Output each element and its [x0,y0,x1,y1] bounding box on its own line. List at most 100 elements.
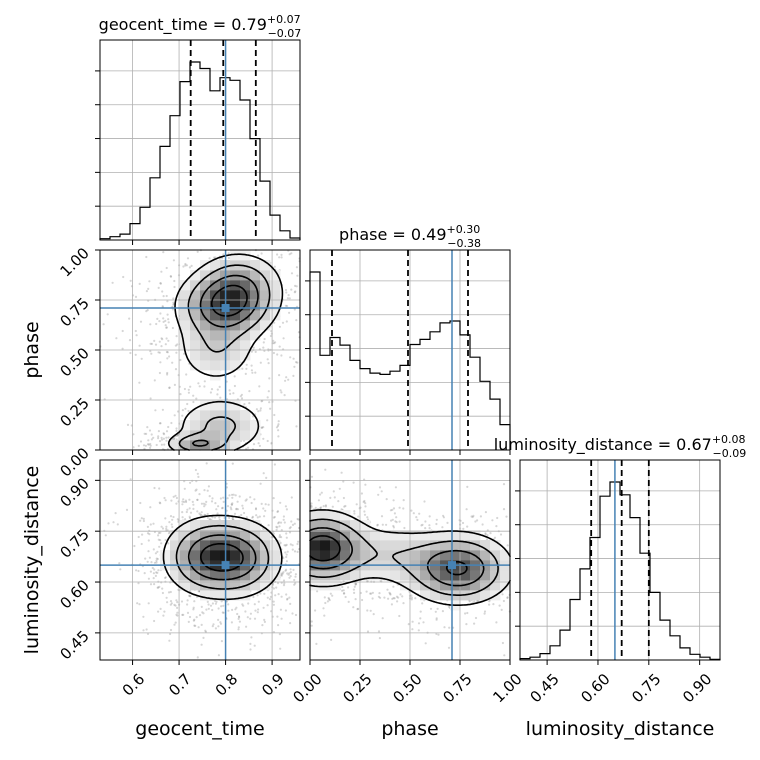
panel-geocent_time-vs-luminosity_distance-sample-point [181,503,184,506]
panel-phase-vs-luminosity_distance-sample-point [415,516,418,519]
panel-geocent_time-vs-luminosity_distance-sample-point [247,602,250,605]
panel-geocent_time-vs-luminosity_distance-sample-point [285,532,288,535]
panel-phase-vs-luminosity_distance-sample-point [389,509,392,512]
panel-geocent_time-vs-luminosity_distance-sample-point [161,527,165,530]
panel-geocent_time-vs-luminosity_distance-sample-point [288,572,291,575]
panel-phase-vs-luminosity_distance-sample-point [369,609,372,612]
panel-geocent_time-vs-luminosity_distance-sample-point [151,566,154,570]
panel-geocent_time-vs-phase-sample-point [167,436,170,439]
panel-geocent_time-vs-phase-sample-point [244,372,247,375]
panel-phase-vs-luminosity_distance-sample-point [378,486,382,489]
panel-geocent_time-vs-luminosity_distance-sample-point [149,570,152,573]
panel-phase-vs-luminosity_distance-sample-point [402,602,405,605]
panel-phase-vs-luminosity_distance-sample-point [366,609,369,612]
panel-geocent_time-vs-luminosity_distance-sample-point [157,586,160,589]
panel-geocent_time-vs-luminosity_distance-sample-point [214,502,217,505]
panel-geocent_time-vs-luminosity_distance-sample-point [155,571,158,574]
panel-geocent_time-vs-luminosity_distance-sample-point [198,493,201,496]
panel-phase-vs-luminosity_distance-sample-point [392,585,395,588]
panel-geocent_time-vs-luminosity_distance-sample-point [263,620,266,624]
panel-phase-vs-luminosity_distance-sample-point [377,595,380,598]
panel-phase-vs-luminosity_distance-sample-point [495,525,498,528]
panel-geocent_time-vs-luminosity_distance-sample-point [284,551,287,554]
panel-geocent_time-vs-luminosity_distance-sample-point [170,523,173,526]
panel-geocent_time-vs-luminosity_distance-sample-point [186,603,189,606]
panel-geocent_time-vs-phase-density-cell [170,440,181,451]
panel-phase-vs-luminosity_distance-density-cell [320,550,331,561]
panel-geocent_time-vs-phase-density-cell [260,280,271,291]
panel-geocent_time-vs-luminosity_distance-sample-point [238,620,241,623]
panel-phase-vs-luminosity_distance-sample-point [488,600,491,603]
panel-geocent_time-vs-phase-sample-point [245,363,248,366]
panel-geocent_time-vs-phase-sample-point [168,386,171,389]
panel-geocent_time-vs-phase-sample-point [165,439,168,442]
panel-geocent_time-vs-phase-sample-point [172,259,175,262]
panel-geocent_time-vs-luminosity_distance-sample-point [202,502,205,505]
panel-geocent_time-vs-phase-sample-point [248,402,251,405]
panel-geocent_time-vs-luminosity_distance-sample-point [272,603,275,606]
panel-phase-vs-luminosity_distance-sample-point [353,510,356,513]
panel-geocent_time-vs-luminosity_distance-sample-point [159,502,162,505]
panel-geocent_time-vs-phase-sample-point [167,321,170,324]
panel-geocent_time-vs-luminosity_distance-sample-point [169,515,173,518]
panel-phase-vs-luminosity_distance-sample-point [401,595,404,598]
panel-geocent_time-vs-luminosity_distance-sample-point [253,498,256,501]
panel-geocent_time-vs-luminosity_distance-truth-marker [221,561,230,570]
panel-geocent_time-vs-luminosity_distance-sample-point [189,481,192,484]
panel-geocent_time-vs-phase-sample-point [284,304,287,307]
panel-geocent_time-vs-phase-sample-point [165,266,168,270]
panel-geocent_time-vs-phase-sample-point [157,430,160,433]
panel-geocent_time-vs-phase-density-cell [230,350,241,361]
panel-geocent_time-vs-phase-sample-point [190,264,193,267]
panel-geocent_time-vs-luminosity_distance-sample-point [264,503,267,506]
panel-geocent_time-vs-phase-sample-point [273,413,276,417]
panel-phase-vs-luminosity_distance-sample-point [473,622,476,625]
panel-geocent_time-vs-luminosity_distance-sample-point [244,610,247,613]
panel-geocent_time-vs-luminosity_distance-sample-point [217,607,220,610]
panel-geocent_time-vs-luminosity_distance-sample-point [161,591,164,595]
panel-geocent_time-vs-luminosity_distance-sample-point [277,521,281,524]
panel-geocent_time-vs-phase-sample-point [167,425,170,429]
panel-phase-vs-luminosity_distance-sample-point [500,608,503,612]
panel-phase-vs-luminosity_distance-density-cell [380,540,391,551]
panel-phase-vs-luminosity_distance-sample-point [324,601,327,605]
panel-geocent_time-vs-phase-sample-point [189,385,192,388]
panel-geocent_time-vs-luminosity_distance-sample-point [199,513,202,516]
panel-phase-vs-luminosity_distance-sample-point [385,498,388,501]
xtick-label-luminosity_distance: 0.60 [577,670,613,706]
panel-geocent_time-vs-phase-sample-point [250,350,253,353]
panel-phase-vs-luminosity_distance-sample-point [496,516,499,520]
panel-geocent_time-vs-luminosity_distance-sample-point [279,501,282,504]
panel-geocent_time-vs-luminosity_distance-sample-point [296,542,299,546]
ytick-label-phase: 0.50 [56,344,92,380]
panel-geocent_time-vs-luminosity_distance-sample-point [176,606,179,610]
panel-geocent_time-vs-luminosity_distance-sample-point [194,489,197,492]
panel-geocent_time-vs-phase-sample-point [173,414,176,417]
panel-geocent_time-vs-luminosity_distance-sample-point [157,538,160,541]
panel-geocent_time-vs-phase-sample-point [160,436,163,439]
panel-geocent_time-vs-phase-sample-point [164,319,167,322]
panel-geocent_time-vs-phase-sample-point [121,329,124,333]
panel-geocent_time-vs-luminosity_distance-sample-point [200,514,203,517]
title-upper-error: +0.07 [267,13,301,26]
panel-geocent_time-vs-luminosity_distance-sample-point [214,602,217,605]
panel-phase-vs-luminosity_distance-sample-point [441,526,444,529]
panel-geocent_time-vs-luminosity_distance-sample-point [143,572,146,575]
panel-phase-vs-luminosity_distance-sample-point [417,622,421,625]
panel-phase-vs-luminosity_distance-sample-point [331,594,334,597]
ytick-label-luminosity_distance: 0.75 [56,525,92,561]
panel-geocent_time-vs-luminosity_distance-sample-point [233,512,237,515]
panel-phase-vs-luminosity_distance-sample-point [428,515,431,518]
panel-geocent_time-vs-phase-density-cell [180,440,191,451]
panel-geocent_time-vs-phase-sample-point [149,323,152,326]
panel-geocent_time-vs-luminosity_distance-sample-point [140,517,143,520]
panel-geocent_time-vs-phase-density-cell [190,420,201,431]
panel-geocent_time-vs-phase-sample-point [280,354,283,357]
panel-geocent_time-vs-phase-sample-point [155,322,158,326]
panel-geocent_time-vs-phase-sample-point [167,339,170,342]
panel-geocent_time-vs-luminosity_distance-sample-point [142,629,145,632]
panel-geocent_time-vs-luminosity_distance-sample-point [205,462,208,465]
panel-phase-vs-luminosity_distance-sample-point [389,592,392,595]
panel-geocent_time-vs-luminosity_distance-sample-point [174,494,177,497]
panel-geocent_time-vs-luminosity_distance-sample-point [231,608,234,612]
